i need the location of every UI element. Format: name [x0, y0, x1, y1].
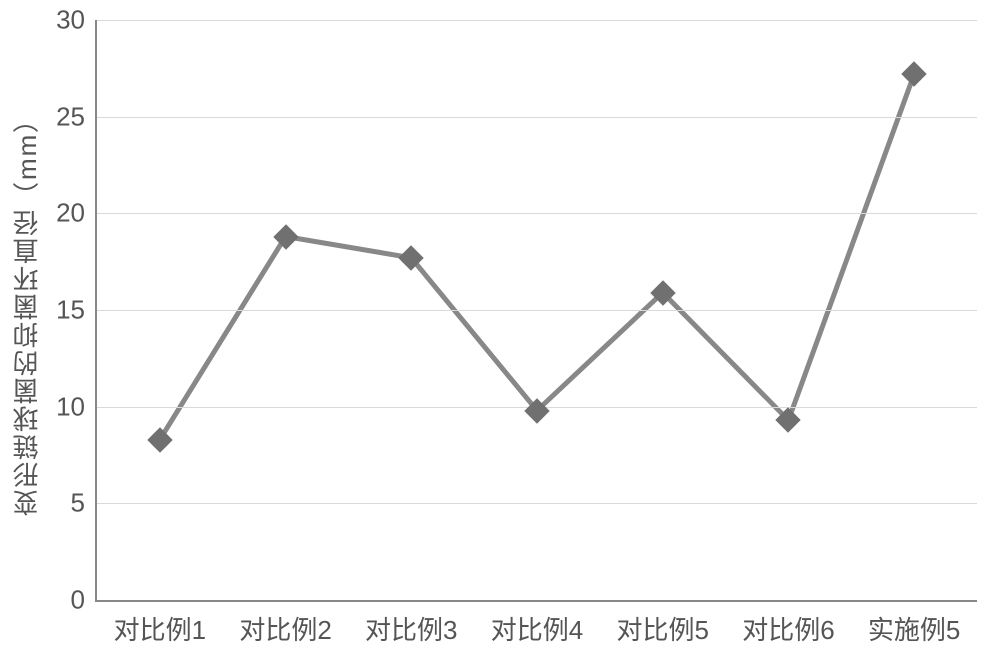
plot-area: 051015202530对比例1对比例2对比例3对比例4对比例5对比例6实施例5: [95, 20, 977, 602]
gridline: [97, 117, 977, 118]
chart-container: 051015202530对比例1对比例2对比例3对比例4对比例5对比例6实施例5…: [0, 0, 1000, 670]
y-tick-label: 25: [56, 101, 97, 132]
x-tick-label: 对比例2: [239, 600, 331, 647]
y-tick-label: 5: [71, 488, 97, 519]
y-tick-label: 10: [56, 391, 97, 422]
y-tick-label: 20: [56, 198, 97, 229]
x-tick-label: 对比例1: [114, 600, 206, 647]
gridline: [97, 213, 977, 214]
gridline: [97, 310, 977, 311]
y-tick-label: 30: [56, 5, 97, 36]
x-tick-label: 对比例3: [365, 600, 457, 647]
x-tick-label: 对比例4: [491, 600, 583, 647]
y-tick-label: 15: [56, 295, 97, 326]
y-tick-label: 0: [71, 585, 97, 616]
series-line: [160, 74, 914, 439]
x-tick-label: 对比例5: [616, 600, 708, 647]
x-tick-label: 实施例5: [868, 600, 960, 647]
gridline: [97, 20, 977, 21]
y-axis-label: 变形链球菌的抑菌环直径（mm）: [8, 30, 45, 590]
gridline: [97, 503, 977, 504]
x-tick-label: 对比例6: [742, 600, 834, 647]
